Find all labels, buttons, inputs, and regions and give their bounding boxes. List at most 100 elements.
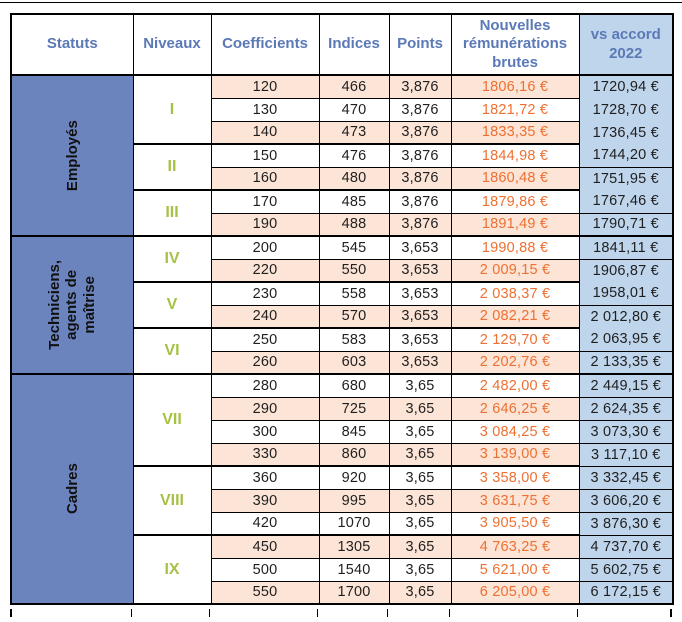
- coefficient-cell: 230: [210, 282, 320, 306]
- points-cell: 3,65: [388, 558, 452, 582]
- vs-accord-2022-cell: 1736,45 €: [578, 121, 674, 144]
- remuneration-cell: 3 905,50 €: [450, 512, 580, 536]
- header-points: Points: [388, 14, 452, 76]
- remuneration-cell: 6 205,00 €: [450, 581, 580, 605]
- indices-cell: 488: [318, 213, 390, 237]
- points-cell: 3,65: [388, 535, 452, 559]
- level-roman-cell: V: [132, 282, 212, 329]
- top-rule: [0, 2, 682, 3]
- level-roman-cell: IX: [132, 535, 212, 605]
- vs-accord-2022-cell: 1841,11 €: [578, 236, 674, 260]
- points-cell: 3,653: [388, 282, 452, 306]
- indices-cell: 466: [318, 75, 390, 99]
- coefficient-cell: 550: [210, 581, 320, 605]
- header-vs-accord-2022: vs accord 2022: [578, 14, 674, 76]
- table-row: 130 470 3,876 1821,72 €1728,70 €: [11, 98, 674, 122]
- remuneration-cell: 1990,88 €: [450, 236, 580, 260]
- table-row: Techniciens, agents de maîtrise IV 200 545 3…: [10, 236, 674, 375]
- table-row: 500 1540 3,65 5 621,00 €5 602,75 €: [11, 558, 674, 582]
- indices-cell: 570: [318, 305, 390, 329]
- indices-cell: 558: [318, 282, 390, 306]
- coefficient-cell: 330: [210, 443, 320, 467]
- salary-grid-table: Statuts Niveaux Coefficients Indices Poi…: [10, 13, 674, 605]
- vs-accord-2022-cell: 1728,70 €: [578, 98, 674, 121]
- remuneration-cell: 2 009,15 €: [450, 259, 580, 283]
- table-row: 160 480 3,876 1860,48 €1751,95 €: [11, 167, 674, 191]
- status-group-label: Techniciens, agents de maîtrise: [46, 260, 98, 350]
- table-row: 330 860 3,65 3 139,00 €3 117,10 €: [11, 443, 674, 467]
- table-row: II 150 476 3,876 1844,98 €1744,20 €: [11, 144, 674, 191]
- remuneration-cell: 1891,49 €: [450, 213, 580, 237]
- remuneration-cell: 1879,86 €: [450, 190, 580, 214]
- indices-cell: 470: [318, 98, 390, 122]
- coefficient-cell: 220: [210, 259, 320, 283]
- indices-cell: 725: [318, 397, 390, 421]
- cropped-next-row-artifact: [10, 609, 672, 617]
- vs-accord-2022-cell: 3 606,20 €: [578, 489, 674, 513]
- coefficient-cell: 300: [210, 420, 320, 444]
- vs-accord-2022-cell: 4 737,70 €: [578, 535, 674, 559]
- vs-accord-2022-cell: 3 117,10 €: [578, 443, 674, 467]
- table-row: VIII 360 920 3,65 3 358,00 €3 332,45 €: [11, 466, 674, 536]
- points-cell: 3,653: [388, 328, 452, 352]
- remuneration-cell: 2 646,25 €: [450, 397, 580, 421]
- points-cell: 3,876: [388, 167, 452, 191]
- points-cell: 3,876: [388, 121, 452, 145]
- vs-accord-2022-cell: 1744,20 €: [578, 144, 674, 168]
- coefficient-cell: 360: [210, 466, 320, 490]
- status-group-cell: Cadres: [10, 374, 134, 605]
- vs-accord-2022-cell: 2 063,95 €: [578, 328, 674, 352]
- remuneration-cell: 1806,16 €: [450, 75, 580, 99]
- indices-cell: 680: [318, 374, 390, 398]
- status-group-cell: Techniciens, agents de maîtrise: [10, 236, 134, 375]
- table-row: V 230 558 3,653 2 038,37 €1958,01 €: [11, 282, 674, 329]
- table-row: 260 603 3,653 2 202,76 €2 133,35 €: [11, 351, 674, 375]
- coefficient-cell: 260: [210, 351, 320, 375]
- vs-accord-2022-cell: 2 449,15 €: [578, 374, 674, 398]
- indices-cell: 550: [318, 259, 390, 283]
- remuneration-cell: 2 129,70 €: [450, 328, 580, 352]
- coefficient-cell: 420: [210, 512, 320, 536]
- header-statuts: Statuts: [10, 14, 134, 76]
- indices-cell: 480: [318, 167, 390, 191]
- header-indices: Indices: [318, 14, 390, 76]
- table-row: 390 995 3,65 3 631,75 €3 606,20 €: [11, 489, 674, 513]
- vs-accord-2022-cell: 3 073,30 €: [578, 420, 674, 444]
- vs-accord-2022-cell: 3 332,45 €: [578, 466, 674, 490]
- coefficient-cell: 160: [210, 167, 320, 191]
- points-cell: 3,65: [388, 489, 452, 513]
- remuneration-cell: 2 202,76 €: [450, 351, 580, 375]
- coefficient-cell: 170: [210, 190, 320, 214]
- vs-accord-2022-cell: 5 602,75 €: [578, 558, 674, 582]
- vs-accord-2022-cell: 6 172,15 €: [578, 581, 674, 605]
- points-cell: 3,65: [388, 374, 452, 398]
- remuneration-cell: 2 082,21 €: [450, 305, 580, 329]
- points-cell: 3,65: [388, 512, 452, 536]
- points-cell: 3,653: [388, 305, 452, 329]
- indices-cell: 1305: [318, 535, 390, 559]
- coefficient-cell: 280: [210, 374, 320, 398]
- coefficient-cell: 390: [210, 489, 320, 513]
- header-row: Statuts Niveaux Coefficients Indices Poi…: [10, 14, 674, 76]
- remuneration-cell: 1821,72 €: [450, 98, 580, 122]
- points-cell: 3,876: [388, 75, 452, 99]
- vs-accord-2022-cell: 1767,46 €: [578, 190, 674, 214]
- level-roman-cell: IV: [132, 236, 212, 283]
- remuneration-cell: 3 139,00 €: [450, 443, 580, 467]
- remuneration-cell: 1844,98 €: [450, 144, 580, 168]
- status-group-label: Cadres: [63, 463, 81, 515]
- level-roman-cell: III: [132, 190, 212, 237]
- remuneration-cell: 3 358,00 €: [450, 466, 580, 490]
- coefficient-cell: 120: [210, 75, 320, 99]
- indices-cell: 920: [318, 466, 390, 490]
- points-cell: 3,653: [388, 259, 452, 283]
- indices-cell: 485: [318, 190, 390, 214]
- coefficient-cell: 190: [210, 213, 320, 237]
- salary-table-body: Employés I 120 466 3,876 1806,16 €1720,94 €13…: [10, 75, 674, 605]
- points-cell: 3,65: [388, 443, 452, 467]
- coefficient-cell: 140: [210, 121, 320, 145]
- indices-cell: 1070: [318, 512, 390, 536]
- level-roman-cell: VII: [132, 374, 212, 467]
- indices-cell: 476: [318, 144, 390, 168]
- level-roman-cell: I: [132, 75, 212, 145]
